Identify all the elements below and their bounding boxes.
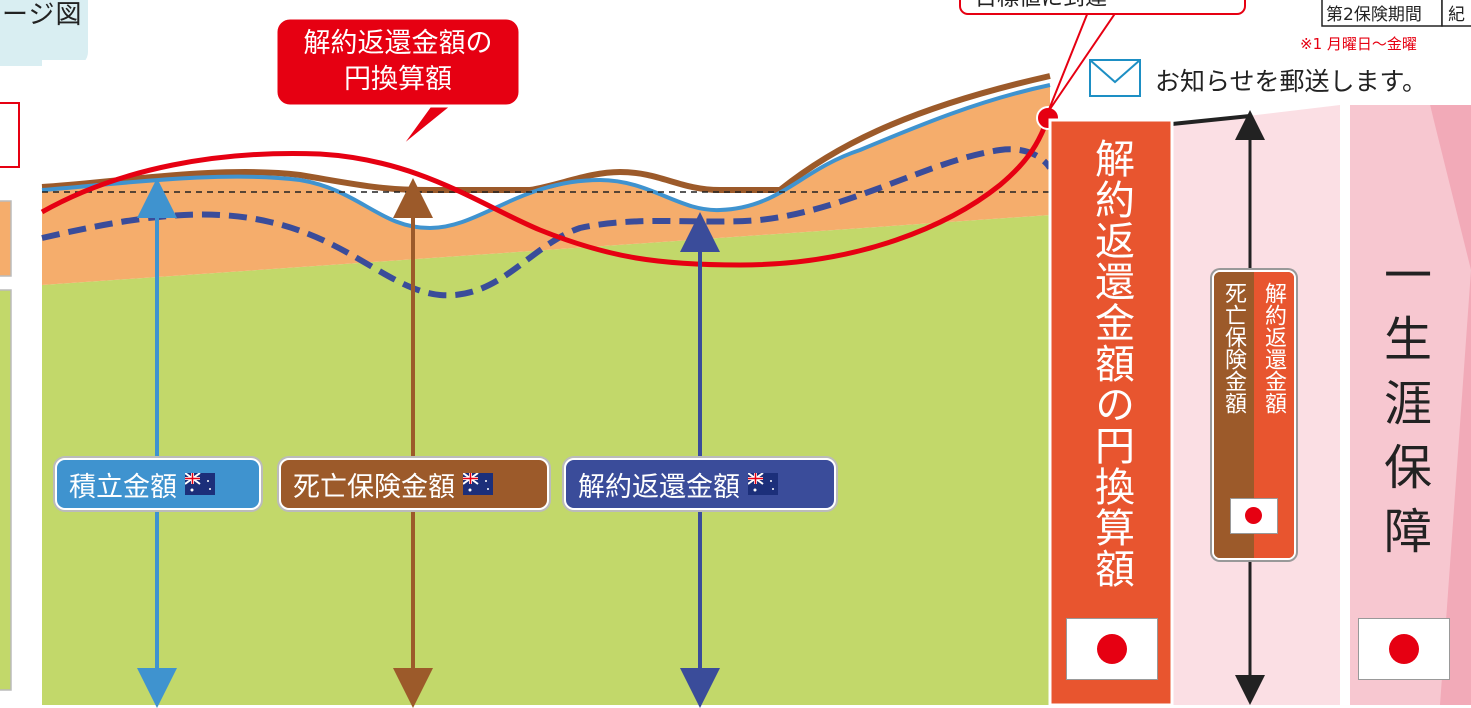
side-box-orange — [0, 200, 12, 277]
yen-surrender-panel — [1048, 118, 1174, 707]
period-table-text2: 紀 — [1448, 5, 1465, 25]
death-col-text: 死亡保険金額 — [1221, 282, 1246, 414]
japan-flag-icon — [1358, 618, 1450, 680]
period-table-cell1 — [1321, 0, 1443, 27]
footnote: ※1 月曜日〜金曜 — [1300, 35, 1417, 53]
death-benefit-label: 死亡保険金額 — [279, 458, 549, 510]
notice-text: 目標値に到達 — [975, 0, 1107, 12]
corner-title: ージ図 — [2, 0, 83, 30]
australia-flag-icon — [185, 473, 215, 495]
accumulated-label: 積立金額 — [55, 458, 261, 510]
mail-icon — [1089, 59, 1141, 97]
value-columns-box: 死亡保険金額 解約返還金額 — [1212, 270, 1296, 560]
callout-text: 解約返還金額の 円換算額 — [276, 26, 520, 98]
japan-flag-icon — [1230, 498, 1278, 534]
orange-band — [42, 85, 1050, 285]
accumulated-line — [41, 83, 1051, 231]
lifetime-panel — [1350, 105, 1471, 705]
period-table-text1: 第2保険期間 — [1326, 5, 1422, 25]
callout-line2: 円換算額 — [344, 64, 452, 95]
surrender-label-text: 解約返還金額 — [578, 471, 740, 503]
yen-converted-line — [40, 117, 1051, 268]
side-box-green — [0, 289, 12, 691]
callout-bubble — [274, 16, 522, 108]
death-benefit-line — [41, 73, 1051, 193]
japan-flag-icon — [1066, 618, 1158, 680]
notice-box — [959, 0, 1246, 15]
lifetime-panel-text: 一生涯保障 — [1375, 250, 1431, 570]
period-table-cell2 — [1441, 0, 1471, 27]
title-box — [0, 0, 88, 66]
accumulated-label-text: 積立金額 — [69, 471, 177, 503]
lifetime-chevron — [1430, 105, 1471, 705]
surrender-dashed-line — [41, 146, 1053, 299]
surrender-col-text: 解約返還金額 — [1261, 282, 1286, 414]
death-benefit-label-text: 死亡保険金額 — [293, 471, 455, 503]
side-box-outline — [0, 102, 20, 168]
yen-surrender-panel-text: 解約返還金額の円換算額 — [1088, 138, 1134, 589]
callout-line1: 解約返還金額の — [303, 28, 493, 59]
australia-flag-icon — [463, 473, 493, 495]
mail-notice: お知らせを郵送します。 — [1155, 67, 1428, 96]
australia-flag-icon — [748, 473, 778, 495]
surrender-label: 解約返還金額 — [564, 458, 836, 510]
